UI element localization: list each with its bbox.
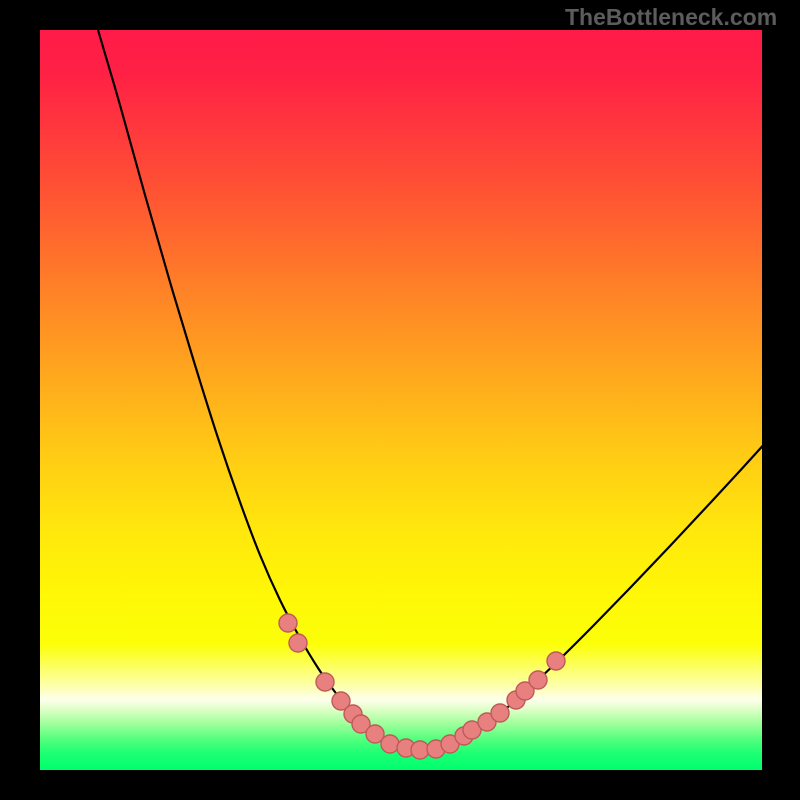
data-marker [316, 673, 334, 691]
data-marker [547, 652, 565, 670]
watermark-text: TheBottleneck.com [565, 4, 777, 31]
data-marker [289, 634, 307, 652]
chart-canvas: TheBottleneck.com [0, 0, 800, 800]
data-marker [411, 741, 429, 759]
data-marker [279, 614, 297, 632]
data-marker [491, 704, 509, 722]
data-marker [529, 671, 547, 689]
data-marker [381, 735, 399, 753]
chart-svg [0, 0, 800, 800]
plot-gradient-bg [40, 30, 762, 770]
